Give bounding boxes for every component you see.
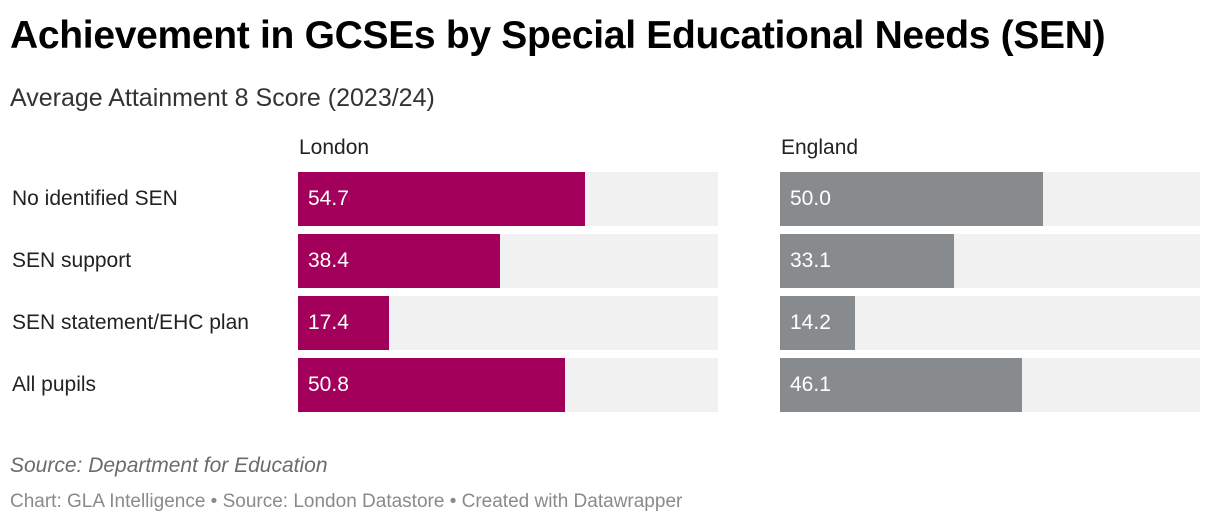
bar-track: 50.0 [780, 172, 1200, 226]
bar [298, 358, 565, 412]
row-label: All pupils [12, 373, 97, 396]
bar-value-label: 33.1 [790, 249, 831, 272]
panel-title-london: London [299, 136, 370, 159]
bar [780, 172, 1043, 226]
source-note: Source: Department for Education [10, 454, 328, 477]
bar-track: 14.2 [780, 296, 1200, 350]
bar-value-label: 38.4 [308, 249, 349, 272]
bar-value-label: 46.1 [790, 373, 831, 396]
row-label: SEN support [12, 249, 132, 272]
bar-track: 33.1 [780, 234, 1200, 288]
bar [298, 296, 390, 350]
chart-credit: Chart: GLA Intelligence • Source: London… [10, 491, 683, 512]
bar-value-label: 17.4 [308, 311, 349, 334]
bar [780, 296, 855, 350]
bar-value-label: 50.0 [790, 187, 831, 210]
bar [780, 234, 954, 288]
bar-value-label: 50.8 [308, 373, 349, 396]
bar-track: 46.1 [780, 358, 1200, 412]
chart-subtitle: Average Attainment 8 Score (2023/24) [10, 84, 435, 112]
bar-track: 50.8 [298, 358, 718, 412]
row-label: SEN statement/EHC plan [12, 311, 249, 334]
bar-track: 38.4 [298, 234, 718, 288]
panel-title-england: England [781, 136, 859, 159]
bar [298, 234, 500, 288]
row-label: No identified SEN [12, 187, 178, 210]
bar [298, 172, 586, 226]
bar-value-label: 54.7 [308, 187, 349, 210]
chart-title: Achievement in GCSEs by Special Educatio… [10, 14, 1106, 57]
bar-value-label: 14.2 [790, 311, 831, 334]
bar [780, 358, 1023, 412]
bar-track: 17.4 [298, 296, 718, 350]
bar-track: 54.7 [298, 172, 718, 226]
